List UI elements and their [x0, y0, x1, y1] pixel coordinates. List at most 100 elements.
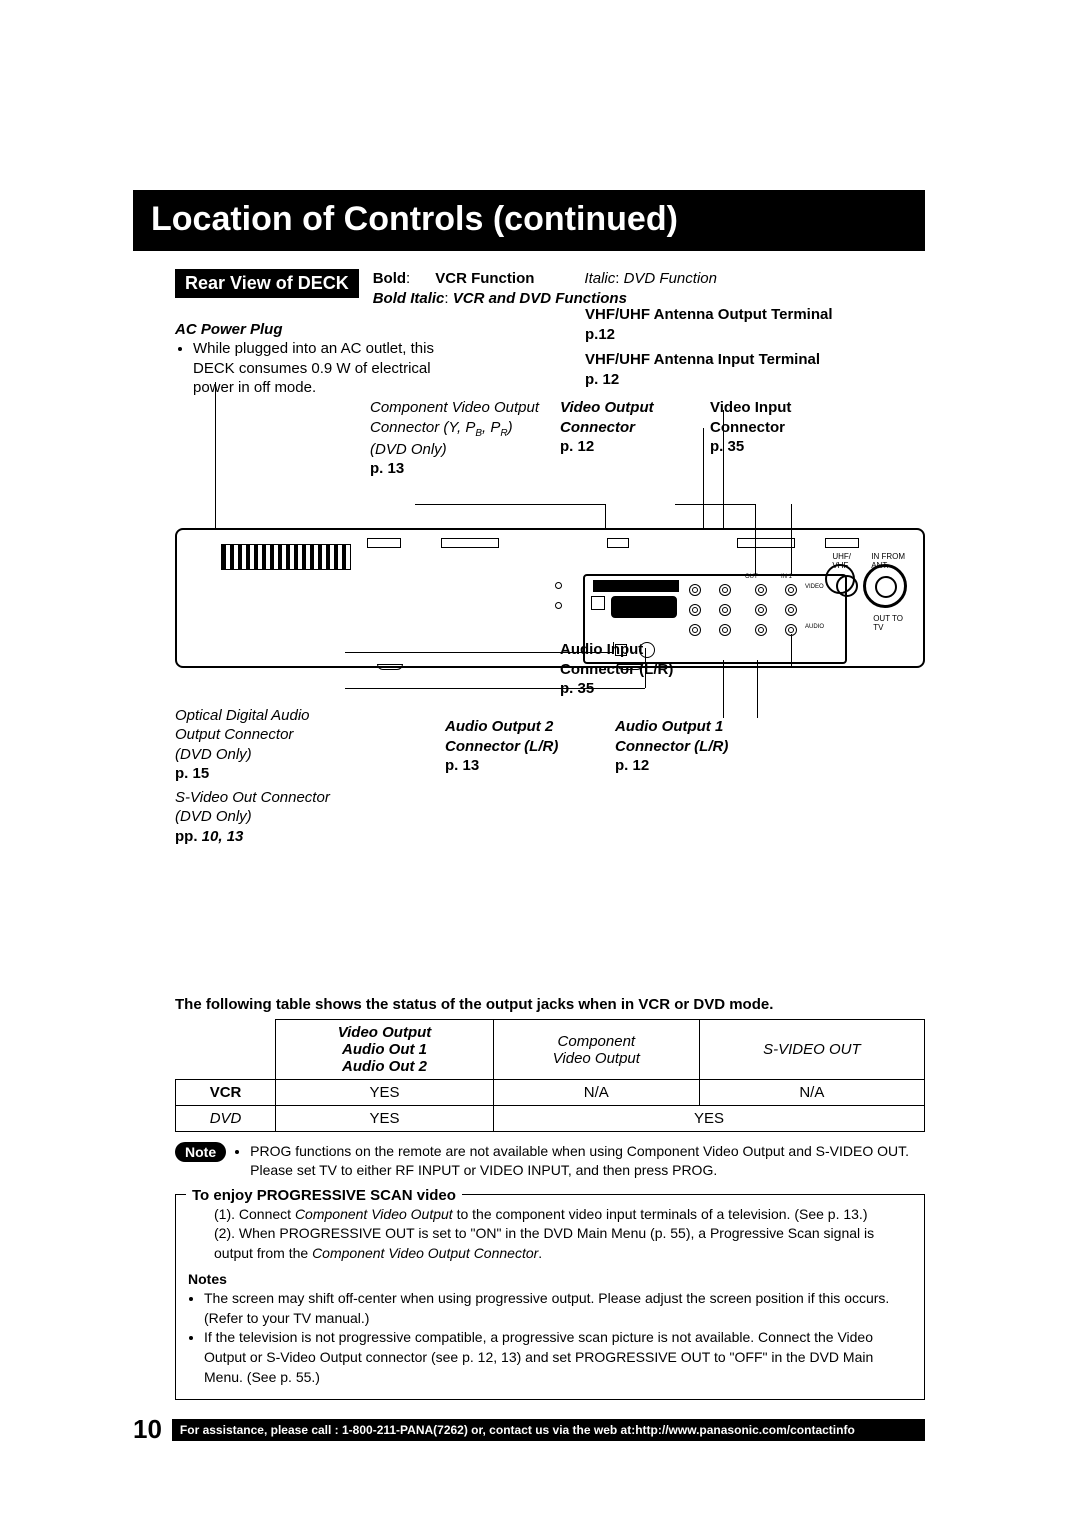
ac-power-block: AC Power Plug While plugged into an AC o…	[175, 320, 435, 398]
legend-italic-label: Italic	[584, 270, 615, 287]
audio-out-1: Audio Output 1 Connector (L/R) p. 12	[615, 717, 765, 776]
antenna-in-icon	[863, 564, 907, 608]
vidin-l2: Connector	[710, 419, 785, 436]
ao2-page: p. 13	[445, 757, 479, 774]
lead-line	[723, 410, 724, 528]
svideo-page: 10, 13	[202, 828, 244, 845]
rca-icon	[755, 584, 767, 596]
audio-out-2: Audio Output 2 Connector (L/R) p. 13	[445, 717, 595, 776]
vidin-page: p. 35	[710, 438, 744, 455]
optical-page: p. 15	[175, 765, 209, 782]
audio-out-labels: Audio Output 2 Connector (L/R) p. 13 Aud…	[445, 717, 765, 776]
slot-icon	[367, 538, 401, 548]
deck-outline: OUT IN 1 VIDEO AUDIO IN FROMANT. OUT TOT…	[175, 528, 925, 668]
legend-block: Bold: VCR Function Italic: DVD Function …	[373, 269, 717, 310]
antenna-out-page: p.12	[585, 326, 615, 343]
lead-line	[791, 634, 792, 666]
footer-bar: For assistance, please call : 1-800-211-…	[172, 1419, 925, 1441]
optical-l1: Optical Digital Audio	[175, 707, 310, 724]
ao2-l2: Connector (L/R)	[445, 738, 558, 755]
prog-note-2: If the television is not progressive com…	[204, 1328, 912, 1387]
ai-l3: p. 35	[560, 680, 594, 697]
tiny-label: UHF/VHF	[832, 552, 851, 570]
ai-l2: Connector (L/R)	[560, 661, 673, 678]
table-header-video: Video Output Audio Out 1 Audio Out 2	[276, 1020, 494, 1080]
rca-icon	[689, 604, 701, 616]
audio-input-label: Audio Input Connector (L/R) p. 35	[560, 640, 740, 699]
rca-icon	[785, 584, 797, 596]
antenna-in-label: VHF/UHF Antenna Input Terminal	[585, 351, 820, 368]
table-cell: YES	[276, 1080, 494, 1106]
ac-heading: AC Power Plug	[175, 320, 435, 340]
lead-line	[605, 504, 606, 528]
table-cell: YES	[493, 1106, 924, 1132]
ao1-l2: Connector (L/R)	[615, 738, 728, 755]
component-l1: Component Video Output	[370, 399, 539, 416]
prog-step-1: (1). Connect Component Video Output to t…	[214, 1205, 912, 1225]
page-title-bar: Location of Controls (continued)	[133, 190, 925, 251]
slot-icon	[607, 538, 629, 548]
component-label: Component Video Output Connector (Y, PB,…	[370, 398, 540, 479]
hole-icon	[555, 602, 562, 609]
component-l2: Connector (Y, PB, PR)	[370, 419, 513, 436]
table-row-dvd: DVD	[176, 1106, 276, 1132]
note-row: Note PROG functions on the remote are no…	[175, 1142, 925, 1180]
tiny-audio-label: AUDIO	[805, 624, 824, 630]
component-page: p. 13	[370, 460, 404, 477]
lead-line	[215, 382, 216, 528]
lead-line	[757, 660, 758, 718]
vent-icon	[221, 544, 351, 570]
mid-labels: Component Video Output Connector (Y, PB,…	[370, 398, 830, 479]
lead-line	[755, 504, 756, 576]
svideo-l2: (DVD Only)	[175, 808, 252, 825]
prog-note-1: The screen may shift off-center when usi…	[204, 1289, 912, 1328]
tiny-label: OUT TOTV	[873, 614, 903, 632]
foot-icon	[377, 664, 403, 670]
legend-bolditalic-label: Bold Italic	[373, 290, 445, 307]
dvd-output-label-icon	[611, 596, 677, 618]
vidout-page: p. 12	[560, 438, 594, 455]
left-labels: Optical Digital Audio Output Connector (…	[175, 706, 415, 847]
vidout-l1: Video Output	[560, 399, 654, 416]
table-header-svideo: S-VIDEO OUT	[699, 1020, 924, 1080]
svideo-l1: S-Video Out Connector	[175, 788, 330, 808]
antenna-in-page: p. 12	[585, 371, 619, 388]
slot-icon	[737, 538, 795, 548]
prog-title: To enjoy PROGRESSIVE SCAN video	[186, 1185, 462, 1206]
rca-icon	[689, 584, 701, 596]
prog-notes-heading: Notes	[188, 1270, 912, 1290]
rca-icon	[755, 604, 767, 616]
output-status-table: Video Output Audio Out 1 Audio Out 2 Com…	[175, 1019, 925, 1132]
progressive-scan-box: To enjoy PROGRESSIVE SCAN video (1). Con…	[175, 1194, 925, 1400]
ao1-page: p. 12	[615, 757, 649, 774]
lead-line	[791, 504, 792, 576]
tiny-video-label: VIDEO	[805, 584, 824, 590]
ao2-l1: Audio Output 2	[445, 718, 553, 735]
tiny-label: IN FROMANT.	[871, 552, 905, 570]
lead-line	[757, 666, 791, 667]
table-row-vcr: VCR	[176, 1080, 276, 1106]
rca-icon	[719, 604, 731, 616]
square-icon	[591, 596, 605, 610]
lead-line	[415, 504, 605, 505]
table-cell: N/A	[699, 1080, 924, 1106]
legend-bold-means: VCR Function	[435, 270, 534, 287]
legend-row: Rear View of DECK Bold: VCR Function Ita…	[175, 269, 925, 310]
lead-line	[675, 504, 755, 505]
ai-l1: Audio Input	[560, 641, 643, 658]
lead-line	[703, 428, 704, 528]
optical-l3: (DVD Only)	[175, 746, 252, 763]
rca-icon	[719, 624, 731, 636]
svideo-page-pp: pp.	[175, 828, 198, 845]
ao1-l1: Audio Output 1	[615, 718, 723, 735]
table-cell: YES	[276, 1106, 494, 1132]
rca-icon	[719, 584, 731, 596]
slot-icon	[441, 538, 499, 548]
rca-icon	[755, 624, 767, 636]
table-header-component: Component Video Output	[493, 1020, 699, 1080]
sub-header: Rear View of DECK	[175, 269, 359, 298]
note-pill: Note	[175, 1142, 226, 1162]
video-input-label: Video Input Connector p. 35	[710, 398, 830, 479]
slot-icon	[825, 538, 859, 548]
ac-bullet: While plugged into an AC outlet, this DE…	[193, 339, 435, 398]
